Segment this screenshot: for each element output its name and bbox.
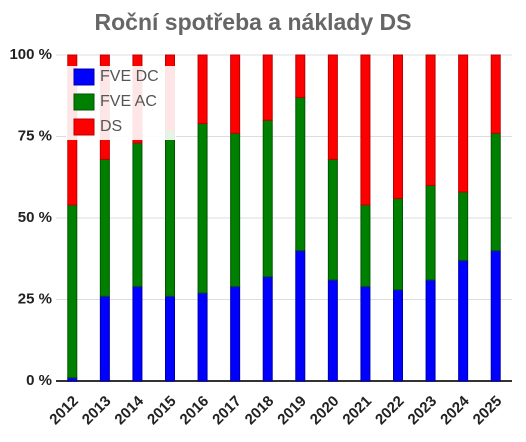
- bar-segment: [197, 292, 208, 382]
- x-tick-label: 2024: [437, 392, 473, 428]
- bar-segment: [295, 250, 306, 382]
- x-tick-label: 2014: [111, 392, 147, 428]
- x-tick-label: 2016: [177, 393, 213, 429]
- legend-swatch: [73, 93, 95, 111]
- bar-segment: [425, 279, 436, 382]
- x-tick-label: 2019: [274, 393, 310, 429]
- y-tick-label: 50 %: [18, 209, 52, 226]
- bar-segment: [458, 259, 469, 382]
- bar-segment: [295, 96, 306, 252]
- bar-segment: [458, 54, 469, 193]
- bar-segment: [360, 54, 371, 206]
- x-tick-label: 2012: [46, 393, 82, 429]
- x-tick-label: 2017: [209, 393, 245, 429]
- bar-segment: [262, 119, 273, 278]
- y-tick-label: 0 %: [26, 372, 52, 389]
- x-tick-label: 2021: [339, 393, 375, 429]
- bar-segment: [262, 276, 273, 382]
- x-tick-label: 2015: [144, 393, 180, 429]
- x-tick-label: 2018: [242, 393, 278, 429]
- bar-segment: [425, 184, 436, 281]
- bar-segment: [165, 295, 175, 382]
- bar-segment: [393, 197, 403, 291]
- bar-segment: [197, 54, 208, 124]
- legend-label: FVE AC: [100, 93, 157, 110]
- y-tick-label: 25 %: [18, 290, 52, 307]
- bar-segment: [230, 132, 241, 287]
- bar-segment: [327, 54, 338, 160]
- bar-segment: [425, 54, 436, 186]
- legend-swatch: [73, 118, 95, 136]
- x-tick-label: 2023: [405, 393, 441, 429]
- bar-segment: [327, 279, 338, 382]
- y-tick-label: 75 %: [18, 127, 52, 144]
- x-tick-label: 2020: [307, 393, 343, 429]
- bar-segment: [393, 289, 403, 382]
- legend-label: DS: [100, 118, 122, 135]
- legend-swatch: [73, 68, 95, 86]
- bar-segment: [132, 285, 143, 382]
- bar-segment: [360, 204, 371, 287]
- bar-segment: [197, 122, 208, 294]
- bar-segment: [490, 54, 501, 134]
- x-tick-label: 2025: [470, 393, 506, 429]
- bar-segment: [327, 158, 338, 281]
- y-tick-label: 100 %: [9, 46, 52, 63]
- x-tick-label: 2013: [79, 393, 115, 429]
- bar-segment: [295, 54, 306, 98]
- bar-segment: [67, 204, 78, 379]
- bar-segment: [230, 54, 241, 134]
- bar-segment: [99, 295, 110, 382]
- bar-segment: [262, 54, 273, 121]
- legend-label: FVE DC: [100, 68, 159, 85]
- bar-segment: [230, 285, 241, 382]
- bar-segment: [132, 142, 143, 287]
- chart-title: Roční spotřeba a náklady DS: [95, 9, 412, 35]
- bar-segment: [458, 191, 469, 261]
- bar-segment: [99, 158, 110, 297]
- x-tick-label: 2022: [372, 393, 408, 429]
- bar-segment: [490, 132, 501, 252]
- bar-segment: [490, 250, 501, 382]
- bar-segment: [360, 285, 371, 382]
- bar-segment: [393, 54, 403, 199]
- bar-segment: [165, 129, 175, 297]
